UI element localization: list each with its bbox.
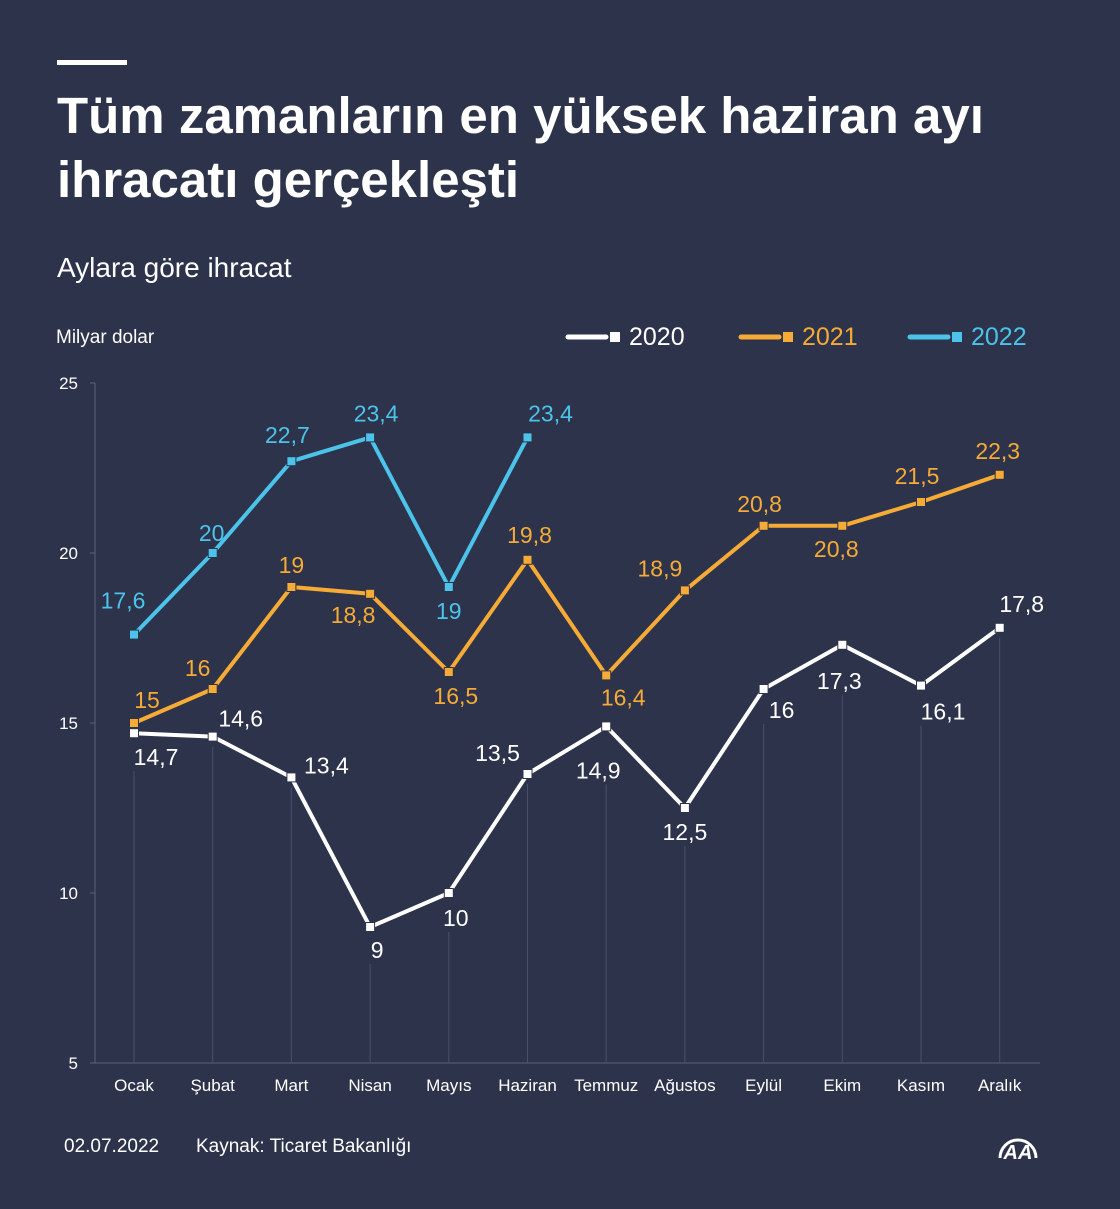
data-point-2020 bbox=[207, 731, 218, 742]
data-label-2022: 23,4 bbox=[354, 400, 399, 426]
data-point-2020 bbox=[837, 639, 848, 650]
x-tick-label: Eylül bbox=[745, 1076, 782, 1095]
data-label-2021: 20,8 bbox=[814, 536, 859, 562]
data-point-2020 bbox=[916, 680, 926, 691]
y-tick-label: 25 bbox=[59, 374, 78, 393]
legend-label-2020: 2020 bbox=[629, 323, 685, 351]
data-label-2021: 16,5 bbox=[433, 683, 478, 709]
y-tick-label: 10 bbox=[59, 884, 78, 903]
data-point-2021 bbox=[837, 520, 848, 531]
data-label-2021: 16,4 bbox=[601, 684, 646, 710]
data-label-2020: 13,5 bbox=[475, 740, 520, 766]
data-point-2021 bbox=[994, 469, 1005, 480]
data-label-2022: 20 bbox=[199, 520, 225, 546]
data-point-2021 bbox=[916, 497, 926, 507]
data-label-2020: 14,6 bbox=[218, 706, 263, 732]
data-point-2022 bbox=[207, 548, 218, 558]
source-label: Kaynak: Ticaret Bakanlığı bbox=[196, 1136, 412, 1157]
data-label-2022: 23,4 bbox=[528, 400, 573, 426]
data-label-2022: 19 bbox=[436, 598, 462, 624]
x-tick-label: Şubat bbox=[190, 1076, 235, 1095]
data-point-2020 bbox=[522, 769, 533, 779]
data-point-2022 bbox=[443, 582, 454, 592]
data-point-2020 bbox=[129, 728, 139, 739]
data-label-2021: 19 bbox=[279, 552, 305, 578]
data-point-2020 bbox=[758, 684, 769, 694]
data-point-2021 bbox=[365, 588, 376, 599]
svg-text:AA: AA bbox=[1003, 1142, 1033, 1162]
data-label-2020: 10 bbox=[443, 905, 469, 931]
data-point-2022 bbox=[286, 456, 297, 467]
series-line-2022 bbox=[132, 435, 530, 636]
x-tick-label: Nisan bbox=[348, 1076, 391, 1095]
data-point-2021 bbox=[679, 585, 690, 596]
x-tick-label: Ağustos bbox=[654, 1076, 715, 1095]
data-point-2021 bbox=[601, 670, 612, 681]
data-label-2020: 9 bbox=[371, 937, 384, 963]
data-label-2021: 20,8 bbox=[737, 491, 782, 517]
y-tick-label: 20 bbox=[59, 544, 78, 563]
data-point-2020 bbox=[443, 888, 454, 898]
data-point-2022 bbox=[522, 432, 533, 443]
legend-marker-2020 bbox=[610, 332, 620, 342]
data-label-2021: 15 bbox=[134, 687, 160, 713]
data-point-2021 bbox=[522, 554, 533, 565]
data-label-2020: 14,7 bbox=[134, 744, 179, 770]
x-tick-label: Ocak bbox=[114, 1076, 154, 1095]
data-label-2020: 16 bbox=[769, 697, 795, 723]
data-point-2021 bbox=[443, 667, 454, 677]
series-line-2020 bbox=[133, 626, 1001, 929]
data-point-2020 bbox=[994, 622, 1005, 633]
data-point-2022 bbox=[129, 629, 139, 640]
legend-marker-2021 bbox=[783, 332, 793, 342]
data-point-2022 bbox=[365, 432, 376, 443]
x-tick-label: Haziran bbox=[498, 1076, 557, 1095]
data-point-2021 bbox=[129, 718, 139, 728]
data-point-2021 bbox=[286, 582, 297, 592]
title-accent-bar bbox=[57, 60, 127, 65]
data-label-2021: 19,8 bbox=[507, 522, 552, 548]
x-tick-label: Mart bbox=[274, 1076, 308, 1095]
data-label-2020: 17,8 bbox=[999, 591, 1044, 617]
data-point-2020 bbox=[679, 803, 690, 813]
legend-label-2021: 2021 bbox=[802, 323, 858, 351]
data-label-2020: 17,3 bbox=[817, 668, 862, 694]
data-point-2021 bbox=[758, 520, 769, 531]
legend-marker-2022 bbox=[952, 332, 962, 342]
series-line-2021 bbox=[133, 472, 1001, 725]
x-tick-label: Mayıs bbox=[426, 1076, 471, 1095]
data-point-2020 bbox=[601, 721, 612, 732]
x-tick-label: Aralık bbox=[978, 1076, 1022, 1095]
data-label-2020: 16,1 bbox=[921, 699, 966, 725]
x-tick-label: Temmuz bbox=[574, 1076, 638, 1095]
data-label-2021: 16 bbox=[185, 655, 211, 681]
page-title: Tüm zamanların en yüksek haziran ayı ihr… bbox=[57, 87, 984, 208]
data-label-2020: 14,9 bbox=[576, 757, 621, 783]
data-label-2021: 22,3 bbox=[975, 438, 1020, 464]
data-point-2020 bbox=[365, 922, 376, 932]
data-label-2021: 18,8 bbox=[331, 602, 376, 628]
y-axis-label: Milyar dolar bbox=[56, 327, 155, 348]
data-label-2020: 12,5 bbox=[663, 819, 708, 845]
date-label: 02.07.2022 bbox=[64, 1136, 160, 1157]
legend-label-2022: 2022 bbox=[971, 323, 1027, 351]
data-point-2021 bbox=[207, 684, 218, 694]
data-point-2020 bbox=[286, 772, 297, 783]
data-label-2021: 18,9 bbox=[638, 555, 683, 581]
data-label-2022: 22,7 bbox=[265, 422, 310, 448]
y-tick-label: 15 bbox=[59, 714, 78, 733]
chart-subtitle: Aylara göre ihracat bbox=[57, 252, 292, 283]
aa-logo: AA bbox=[998, 1138, 1038, 1162]
y-tick-label: 5 bbox=[69, 1054, 78, 1073]
x-tick-label: Kasım bbox=[897, 1076, 945, 1095]
data-label-2022: 17,6 bbox=[101, 588, 146, 614]
data-label-2020: 13,4 bbox=[304, 752, 349, 778]
data-label-2021: 21,5 bbox=[895, 463, 940, 489]
x-tick-label: Ekim bbox=[823, 1076, 861, 1095]
